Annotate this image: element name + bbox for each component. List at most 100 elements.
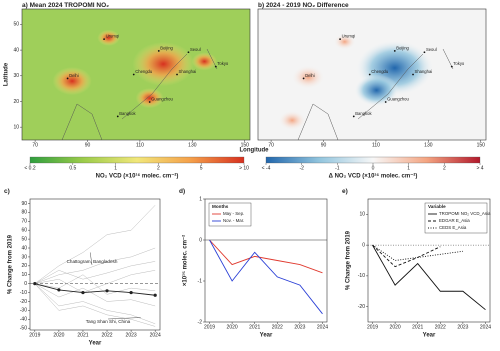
panel-title: b) 2024 - 2019 NO₂ Difference: [258, 2, 349, 9]
series-line: [372, 244, 486, 311]
city-label: Seoul: [190, 47, 201, 52]
city-dot: [103, 38, 105, 41]
x-axis-label: Year: [260, 333, 273, 339]
city-label: Guangzhou: [151, 97, 173, 102]
colorbar-tick-label: 0: [372, 165, 375, 171]
city-label: Tokyo: [217, 61, 229, 66]
map-frame: [257, 8, 487, 141]
x-tick-label: 110: [372, 142, 380, 148]
y-tick-label: -20: [20, 299, 27, 305]
city-label: Seoul: [426, 47, 437, 52]
y-axis-label: % Change from 2019: [8, 234, 14, 294]
y-tick-label: 50: [21, 236, 27, 242]
colorbar-tick-label: < 0.2: [24, 165, 35, 171]
y-tick-label: 10: [359, 212, 365, 218]
x-tick-label: 2024: [150, 332, 161, 338]
city-dot: [187, 51, 190, 54]
colorbar-title: Δ NO₂ VCD (×10¹⁶ molec. cm⁻²): [329, 173, 418, 180]
y-axis-label: ×10¹⁵ molec. cm⁻²: [182, 235, 189, 286]
x-tick-label: 2023: [294, 324, 305, 330]
city-label: Bangkok: [355, 111, 372, 116]
colorbar-tick-label: 1: [114, 165, 117, 171]
series-line: [34, 283, 156, 307]
city-dot: [116, 115, 119, 118]
x-tick-label: 2024: [480, 324, 491, 330]
panel-title: e): [342, 188, 348, 195]
series-line: [372, 244, 463, 261]
y-tick-label: -10: [358, 273, 365, 279]
city-label: Delhi: [305, 73, 315, 78]
city-dot: [368, 73, 371, 76]
legend-label: CEDS E_Asia: [439, 225, 467, 230]
legend-label: EDGAR E_Asia: [439, 218, 470, 223]
x-tick-label: 2022: [272, 324, 283, 330]
city-label: Tokyo: [453, 61, 465, 66]
colorbar-tick-label: -1: [335, 165, 340, 171]
series-point: [153, 293, 157, 297]
x-tick-label: 90: [321, 142, 327, 148]
legend-label: Nov. - Mar.: [223, 218, 244, 223]
legend-box: [424, 202, 488, 234]
y-tick-label: 30: [21, 254, 27, 260]
series-line: [209, 239, 323, 274]
series-point: [105, 289, 109, 293]
series-line: [34, 247, 156, 284]
y-tick-label: 10: [21, 272, 27, 278]
colorbar-tick-label: > 10: [239, 165, 249, 171]
x-tick-label: 2019: [204, 324, 215, 330]
city-dot: [157, 50, 160, 52]
map-shading: [278, 110, 307, 131]
y-tick-label: -40: [20, 317, 27, 323]
colorbar-tick-label: 0.5: [69, 165, 76, 171]
colorbar-tick-label: 2: [157, 165, 160, 171]
x-tick-label: 2022: [101, 332, 112, 338]
city-label: Delhi: [69, 73, 79, 78]
y-axis-label: Latitude: [4, 62, 10, 86]
series-line: [372, 244, 441, 268]
y-tick-label: 10: [13, 124, 19, 130]
annotation: Chattogram, Bangladesh: [67, 259, 118, 264]
x-axis-label: Longitude: [240, 148, 270, 154]
y-tick-label: -20: [358, 304, 365, 310]
y-tick-label: 70: [21, 219, 27, 225]
y-tick-label: 0: [362, 242, 365, 248]
city-label: Beijing: [396, 46, 409, 51]
series-point: [33, 282, 37, 286]
legend-label: TROPOMI NO₂ VCD_Asia: [439, 211, 491, 216]
x-tick-label: 150: [241, 142, 250, 148]
x-tick-label: 2020: [390, 324, 401, 330]
y-tick-label: 20: [21, 263, 27, 269]
series-point: [81, 290, 85, 295]
city-label: Bangkok: [119, 111, 136, 116]
x-axis-label: Year: [89, 341, 102, 347]
y-tick-label: 30: [13, 73, 19, 79]
legend-label: May - Sep.: [223, 211, 244, 216]
y-tick-label: 60: [21, 228, 27, 234]
y-tick-label: 90: [21, 201, 27, 207]
colorbar-tick-label: -2: [299, 165, 304, 171]
coastline: [297, 48, 454, 141]
city-dot: [148, 101, 151, 103]
colorbar-tick-label: 5: [200, 165, 203, 171]
x-tick-label: 130: [188, 142, 197, 148]
x-tick-label: 2022: [435, 324, 446, 330]
x-tick-label: 2021: [249, 324, 260, 330]
map-shading: [132, 42, 195, 87]
y-tick-label: -30: [20, 308, 27, 314]
city-dot: [450, 65, 453, 68]
y-tick-label: -10: [20, 290, 27, 296]
panel-title: c): [4, 188, 10, 195]
y-tick-label: 0: [24, 281, 27, 287]
panel-title: a) Mean 2024 TROPOMI NO₂: [22, 2, 109, 9]
x-tick-label: 2019: [367, 324, 378, 330]
series-line: [34, 283, 156, 327]
y-tick-label: -1: [198, 278, 203, 284]
city-label: Beijing: [160, 46, 173, 51]
x-tick-label: 2020: [53, 332, 64, 338]
y-tick-label: 50: [13, 22, 19, 28]
annotation-pointer: [107, 317, 141, 320]
series-line: [34, 283, 156, 324]
series-line: [34, 274, 156, 295]
x-tick-label: 2023: [126, 332, 137, 338]
annotation-pointer: [89, 252, 93, 266]
